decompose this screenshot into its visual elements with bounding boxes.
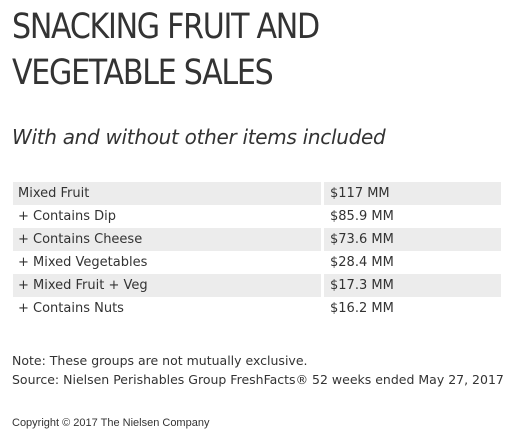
page-title: SNACKING FRUIT AND VEGETABLE SALES	[12, 4, 442, 96]
category-cell: Mixed Fruit	[13, 182, 324, 205]
sales-cell: $17.3 MM	[324, 274, 501, 297]
sales-cell: $85.9 MM	[324, 205, 501, 228]
sales-table: Mixed Fruit $117 MM + Contains Dip $85.9…	[13, 182, 501, 320]
note-text: Note: These groups are not mutually excl…	[12, 353, 308, 368]
sales-cell: $73.6 MM	[324, 228, 501, 251]
category-cell: + Contains Cheese	[13, 228, 324, 251]
table-row: + Mixed Fruit + Veg $17.3 MM	[13, 274, 501, 297]
title-line-2: VEGETABLE SALES	[12, 53, 274, 93]
title-line-1: SNACKING FRUIT AND	[12, 7, 320, 47]
table-row: + Contains Dip $85.9 MM	[13, 205, 501, 228]
category-cell: + Contains Dip	[13, 205, 324, 228]
category-cell: + Contains Nuts	[13, 297, 324, 320]
sales-cell: $28.4 MM	[324, 251, 501, 274]
sales-cell: $16.2 MM	[324, 297, 501, 320]
category-cell: + Mixed Vegetables	[13, 251, 324, 274]
footnotes: Note: These groups are not mutually excl…	[12, 351, 504, 389]
table-row: + Mixed Vegetables $28.4 MM	[13, 251, 501, 274]
source-text: Source: Nielsen Perishables Group FreshF…	[12, 372, 504, 387]
copyright-text: Copyright © 2017 The Nielsen Company	[12, 417, 210, 429]
table-row: Mixed Fruit $117 MM	[13, 182, 501, 205]
page-subtitle: With and without other items included	[12, 125, 386, 149]
category-cell: + Mixed Fruit + Veg	[13, 274, 324, 297]
table-row: + Contains Nuts $16.2 MM	[13, 297, 501, 320]
table-row: + Contains Cheese $73.6 MM	[13, 228, 501, 251]
sales-cell: $117 MM	[324, 182, 501, 205]
